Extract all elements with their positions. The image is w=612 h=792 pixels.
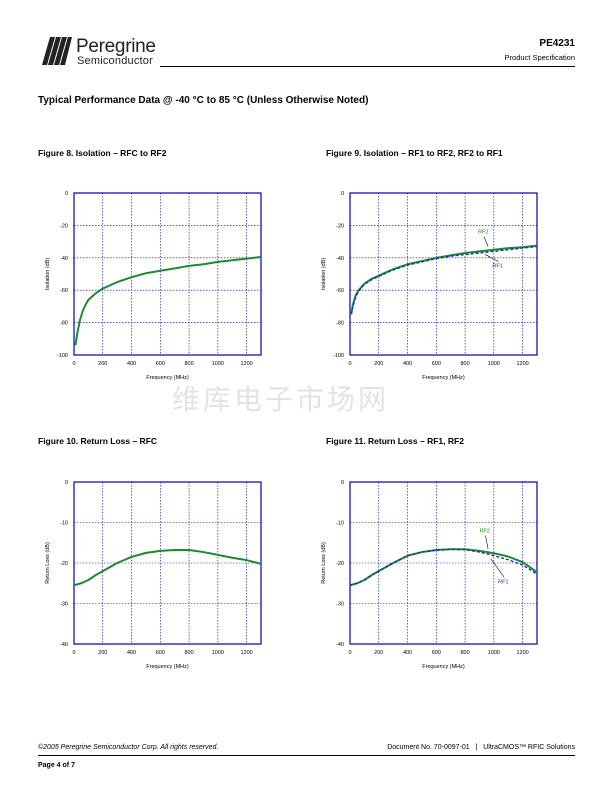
x-tick-label: 0: [72, 650, 75, 656]
footer-separator: |: [475, 744, 478, 751]
series-line: [349, 548, 538, 587]
x-tick-label: 200: [98, 650, 107, 656]
x-tick-label: 400: [403, 650, 412, 656]
figure-10-title: Figure 10. Return Loss – RFC: [38, 436, 158, 446]
x-axis-label: Frequency (MHz): [146, 664, 189, 670]
series-annotation-label: RF2: [479, 529, 489, 535]
x-axis-label: Frequency (MHz): [422, 375, 465, 381]
watermark-text: 维库电子市场网: [172, 383, 390, 416]
x-tick-label: 600: [432, 361, 441, 367]
x-tick-label: 800: [460, 361, 469, 367]
copyright: ©2005 Peregrine Semiconductor Corp. All …: [38, 744, 219, 751]
product-line: UltraCMOS™ RFIC Solutions: [483, 744, 575, 751]
figure-9-title: Figure 9. Isolation – RF1 to RF2, RF2 to…: [326, 148, 503, 158]
y-tick-label: -60: [336, 288, 344, 294]
y-tick-label: 0: [341, 191, 344, 197]
x-tick-label: 400: [127, 361, 136, 367]
y-tick-label: -10: [60, 521, 68, 527]
y-tick-label: -10: [336, 521, 344, 527]
peregrine-logo-icon: [42, 37, 72, 65]
x-tick-label: 200: [374, 361, 383, 367]
y-axis-label: Isolation (dB): [45, 258, 51, 291]
page-number: Page 4 of 7: [38, 762, 75, 769]
y-tick-label: 0: [65, 480, 68, 486]
x-tick-label: 1200: [516, 650, 528, 656]
part-number: PE4231: [539, 38, 575, 49]
series-line: [74, 255, 262, 346]
annotation-pointer: [483, 236, 489, 247]
footer-doc-info: Document No. 70-0097-01 | UltraCMOS™ RFI…: [387, 744, 575, 751]
x-tick-label: 400: [403, 361, 412, 367]
logo-subtitle: Semiconductor: [77, 55, 153, 67]
x-tick-label: 800: [184, 650, 193, 656]
x-tick-label: 1200: [240, 650, 252, 656]
y-tick-label: -20: [336, 223, 344, 229]
footer-rule: [38, 755, 575, 756]
x-tick-label: 800: [460, 650, 469, 656]
y-tick-label: -100: [333, 353, 344, 359]
x-tick-label: 400: [127, 650, 136, 656]
x-tick-label: 600: [432, 650, 441, 656]
x-tick-label: 1000: [212, 650, 224, 656]
section-title: Typical Performance Data @ -40 °C to 85 …: [38, 95, 369, 106]
series-annotation-label: RF1: [498, 579, 508, 585]
y-tick-label: -20: [336, 561, 344, 567]
x-axis-label: Frequency (MHz): [146, 375, 189, 381]
x-tick-label: 200: [374, 650, 383, 656]
plot-frame: [73, 192, 262, 356]
doc-number: Document No. 70-0097-01: [387, 744, 470, 751]
series-line: [350, 245, 538, 315]
figure-8-chart: 0 200 400 600 800 1000 1200 0 -20 -40 -60 -80 -100 Fr…: [45, 191, 262, 381]
figure-11-title: Figure 11. Return Loss – RF1, RF2: [326, 436, 464, 446]
y-axis-label: Isolation (dB): [321, 258, 327, 291]
y-tick-label: 0: [341, 480, 344, 486]
series-line: [73, 549, 262, 587]
y-tick-label: -30: [60, 602, 68, 608]
series-line: [349, 548, 538, 586]
figure-11-chart: 0 200 400 600 800 1000 1200 0 -10 -20 -30 -40 Freque…: [321, 480, 538, 670]
y-tick-label: -40: [336, 256, 344, 262]
x-tick-label: 0: [348, 361, 351, 367]
y-tick-label: -60: [60, 288, 68, 294]
figure-9-chart: 0 200 400 600 800 1000 1200 0 -20 -40 -60 -80 -100 Fr…: [321, 191, 538, 381]
y-tick-label: -20: [60, 561, 68, 567]
y-tick-label: -100: [57, 353, 68, 359]
annotation-pointer: [490, 558, 505, 578]
y-axis-label: Return Loss (dB): [45, 542, 51, 584]
x-tick-label: 1200: [240, 361, 252, 367]
figure-10-chart: 0 200 400 600 800 1000 1200 0 -10 -20 -30 -40 Freque…: [45, 480, 262, 670]
x-tick-label: 600: [156, 650, 165, 656]
x-tick-label: 1200: [516, 361, 528, 367]
series-annotation-label: RF1: [492, 264, 502, 270]
x-tick-label: 1000: [488, 650, 500, 656]
y-tick-label: -20: [60, 223, 68, 229]
x-tick-label: 800: [184, 361, 193, 367]
x-tick-label: 600: [156, 361, 165, 367]
y-tick-label: -80: [336, 321, 344, 327]
series-annotation-label: RF2: [478, 230, 488, 236]
annotation-pointer: [485, 254, 499, 262]
series-line: [350, 244, 538, 314]
x-tick-label: 200: [98, 361, 107, 367]
x-tick-label: 0: [72, 361, 75, 367]
x-tick-label: 1000: [212, 361, 224, 367]
x-tick-label: 0: [348, 650, 351, 656]
plot-frame: [349, 192, 538, 356]
logo-name: Peregrine: [76, 36, 156, 57]
x-tick-label: 1000: [488, 361, 500, 367]
annotation-pointer: [485, 535, 489, 549]
y-tick-label: -40: [336, 642, 344, 648]
y-tick-label: -40: [60, 642, 68, 648]
figure-8-title: Figure 8. Isolation – RFC to RF2: [38, 148, 167, 158]
y-tick-label: -80: [60, 321, 68, 327]
y-tick-label: 0: [65, 191, 68, 197]
y-axis-label: Return Loss (dB): [321, 542, 327, 584]
y-tick-label: -40: [60, 256, 68, 262]
y-tick-label: -30: [336, 602, 344, 608]
doc-type: Product Specification: [504, 53, 575, 62]
x-axis-label: Frequency (MHz): [422, 664, 465, 670]
header-rule: [160, 66, 575, 67]
